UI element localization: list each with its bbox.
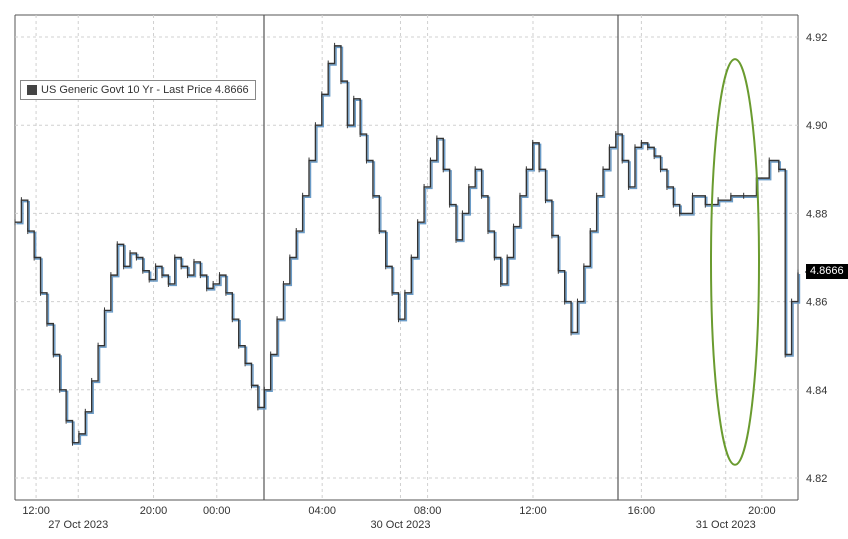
svg-text:27 Oct 2023: 27 Oct 2023 [48, 519, 108, 531]
svg-text:00:00: 00:00 [203, 505, 231, 517]
legend-text: US Generic Govt 10 Yr - Last Price 4.866… [41, 84, 249, 96]
svg-text:4.86: 4.86 [806, 297, 827, 309]
svg-text:12:00: 12:00 [519, 505, 547, 517]
series-legend: US Generic Govt 10 Yr - Last Price 4.866… [20, 80, 256, 100]
last-price-flag: 4.8666 [806, 264, 848, 279]
svg-text:4.92: 4.92 [806, 32, 827, 44]
svg-text:20:00: 20:00 [748, 505, 776, 517]
svg-text:12:00: 12:00 [22, 505, 50, 517]
svg-text:04:00: 04:00 [308, 505, 336, 517]
legend-swatch [27, 85, 37, 95]
svg-text:31 Oct 2023: 31 Oct 2023 [696, 519, 756, 531]
svg-text:4.82: 4.82 [806, 473, 827, 485]
last-price-value: 4.8666 [810, 265, 844, 277]
svg-text:4.88: 4.88 [806, 208, 827, 220]
svg-text:4.84: 4.84 [806, 385, 827, 397]
svg-text:30 Oct 2023: 30 Oct 2023 [371, 519, 431, 531]
svg-text:4.90: 4.90 [806, 120, 827, 132]
svg-text:08:00: 08:00 [414, 505, 442, 517]
svg-text:16:00: 16:00 [628, 505, 656, 517]
yield-chart: 4.82 4.84 4.86 4.88 4.90 4.92 12:00 27 Oct 2023… [0, 0, 848, 539]
svg-text:20:00: 20:00 [140, 505, 168, 517]
